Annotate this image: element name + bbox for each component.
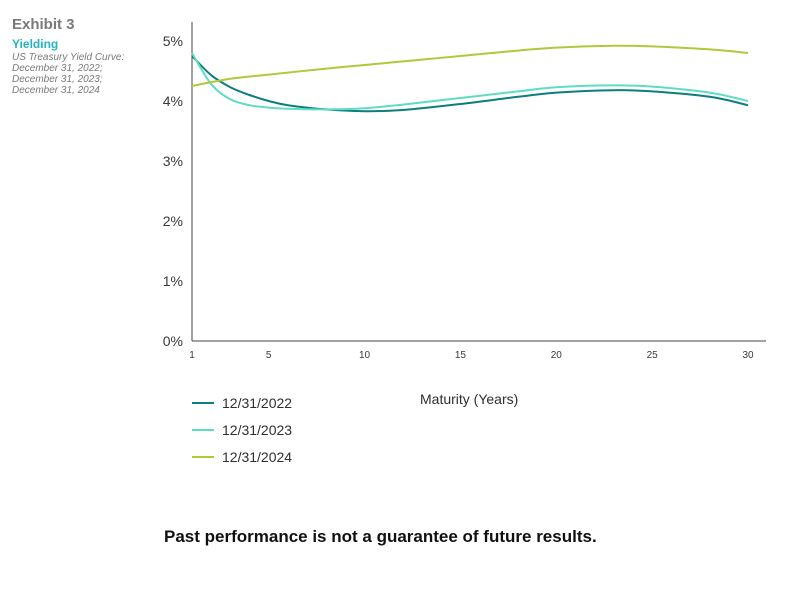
description-line: December 31, 2024 — [12, 85, 100, 96]
legend-label: 12/31/2022 — [222, 394, 293, 411]
y-tick-label: 5% — [163, 33, 183, 49]
legend-item: 12/31/2023 — [192, 416, 292, 443]
series-line-12-31-2022 — [191, 55, 749, 113]
legend-label: 12/31/2023 — [222, 421, 293, 438]
series-line-12-31-2024 — [191, 44, 749, 87]
y-tick-labels: 0% 1% 2% 3% 4% 5% — [163, 33, 183, 349]
series-lines — [191, 44, 749, 113]
y-tick-label: 0% — [163, 333, 183, 349]
exhibit-label: Exhibit 3 — [12, 16, 75, 33]
x-tick-label: 25 — [647, 350, 659, 361]
disclaimer-text: Past performance is not a guarantee of f… — [164, 527, 597, 546]
x-tick-label: 30 — [742, 350, 754, 361]
x-tick-labels: 1 5 10 15 20 25 30 — [189, 350, 754, 361]
legend-label: 12/31/2024 — [222, 448, 293, 465]
legend-item: 12/31/2022 — [192, 389, 292, 416]
y-tick-label: 4% — [163, 93, 183, 109]
x-tick-label: 10 — [359, 350, 371, 361]
legend-item: 12/31/2024 — [192, 443, 292, 470]
x-axis-label: Maturity (Years) — [420, 391, 519, 407]
x-tick-label: 1 — [189, 350, 195, 361]
description-line: US Treasury Yield Curve: — [12, 52, 125, 63]
x-tick-label: 15 — [455, 350, 467, 361]
chart-description: US Treasury Yield Curve: December 31, 20… — [12, 52, 152, 96]
x-tick-label: 20 — [551, 350, 563, 361]
x-tick-label: 5 — [266, 350, 272, 361]
description-line: December 31, 2023; — [12, 74, 103, 85]
y-tick-label: 2% — [163, 213, 183, 229]
series-line-12-31-2023 — [191, 52, 749, 111]
legend: 12/31/2022 12/31/2023 12/31/2024 — [192, 389, 292, 470]
description-line: December 31, 2022; — [12, 63, 103, 74]
y-tick-label: 1% — [163, 273, 183, 289]
legend-swatch — [192, 401, 214, 404]
legend-swatch — [192, 428, 214, 431]
y-tick-label: 3% — [163, 153, 183, 169]
legend-swatch — [192, 455, 214, 458]
chart-subtitle: Yielding — [12, 37, 59, 51]
